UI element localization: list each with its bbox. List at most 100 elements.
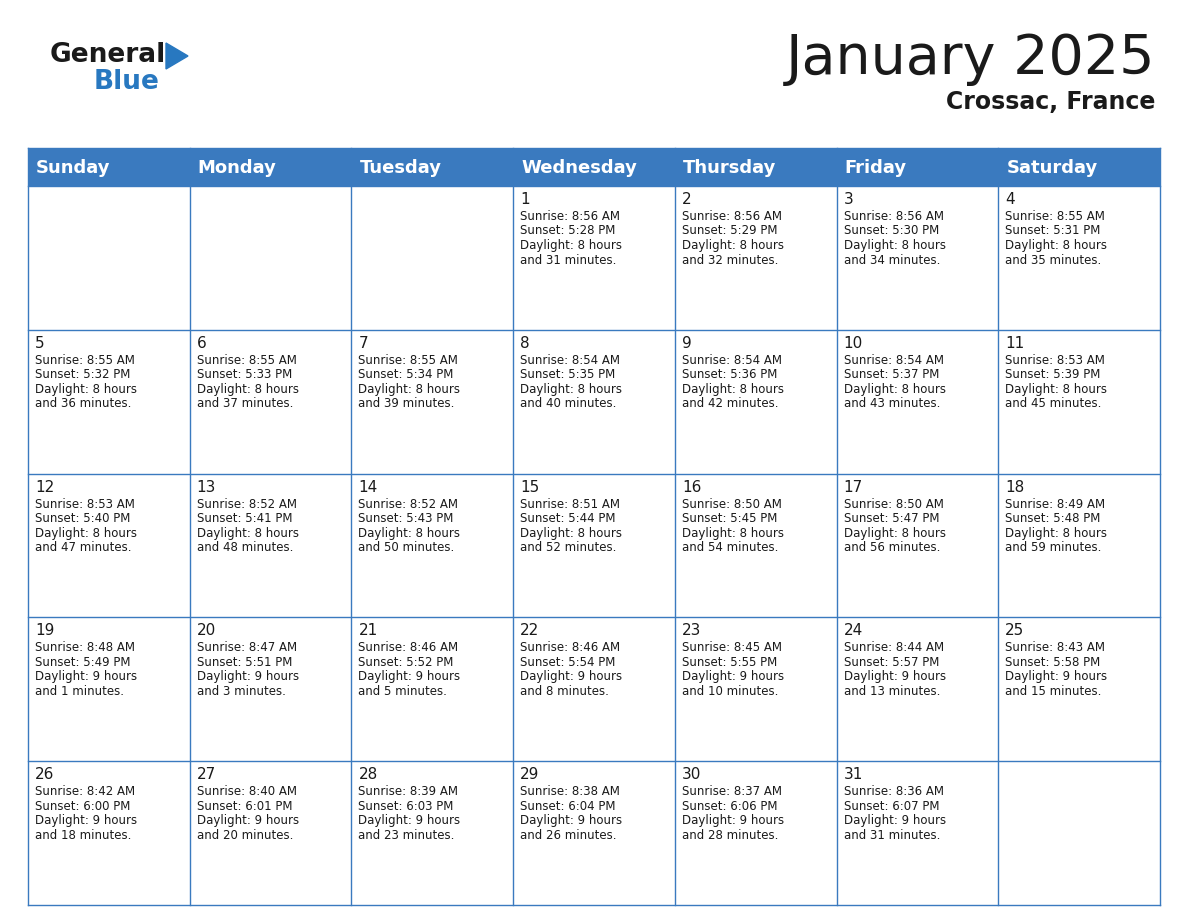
Bar [190, 186, 352, 330]
Text: Daylight: 8 hours: Daylight: 8 hours [34, 383, 137, 396]
Text: Sunset: 5:33 PM: Sunset: 5:33 PM [197, 368, 292, 381]
Text: 23: 23 [682, 623, 701, 638]
Bar [29, 474, 190, 618]
Bar [190, 618, 352, 761]
Text: Sunset: 5:39 PM: Sunset: 5:39 PM [1005, 368, 1100, 381]
Text: and 32 minutes.: and 32 minutes. [682, 253, 778, 266]
Bar [675, 330, 836, 474]
Text: Daylight: 8 hours: Daylight: 8 hours [197, 527, 298, 540]
Text: and 8 minutes.: and 8 minutes. [520, 685, 609, 698]
Text: Sunset: 5:51 PM: Sunset: 5:51 PM [197, 655, 292, 669]
Text: Sunset: 5:29 PM: Sunset: 5:29 PM [682, 225, 777, 238]
Text: 17: 17 [843, 479, 862, 495]
Text: Daylight: 9 hours: Daylight: 9 hours [359, 670, 461, 683]
Bar [836, 186, 998, 330]
Polygon shape [166, 43, 188, 69]
Text: Sunrise: 8:56 AM: Sunrise: 8:56 AM [520, 210, 620, 223]
Text: and 59 minutes.: and 59 minutes. [1005, 541, 1101, 554]
Bar [513, 618, 675, 761]
Text: Daylight: 8 hours: Daylight: 8 hours [520, 383, 623, 396]
Text: Sunset: 5:31 PM: Sunset: 5:31 PM [1005, 225, 1100, 238]
Text: and 26 minutes.: and 26 minutes. [520, 829, 617, 842]
Text: 28: 28 [359, 767, 378, 782]
Bar [998, 618, 1159, 761]
Text: Sunset: 6:06 PM: Sunset: 6:06 PM [682, 800, 777, 812]
Text: Sunrise: 8:45 AM: Sunrise: 8:45 AM [682, 642, 782, 655]
Text: Daylight: 8 hours: Daylight: 8 hours [1005, 527, 1107, 540]
Text: 14: 14 [359, 479, 378, 495]
Text: 18: 18 [1005, 479, 1024, 495]
Text: 7: 7 [359, 336, 368, 351]
Text: Sunrise: 8:54 AM: Sunrise: 8:54 AM [682, 353, 782, 367]
Bar [190, 474, 352, 618]
Text: Sunrise: 8:36 AM: Sunrise: 8:36 AM [843, 785, 943, 798]
Text: Daylight: 8 hours: Daylight: 8 hours [843, 527, 946, 540]
Bar [998, 330, 1159, 474]
Text: Sunrise: 8:46 AM: Sunrise: 8:46 AM [520, 642, 620, 655]
Text: 22: 22 [520, 623, 539, 638]
Bar [675, 474, 836, 618]
Text: Sunset: 6:04 PM: Sunset: 6:04 PM [520, 800, 615, 812]
Text: Sunrise: 8:50 AM: Sunrise: 8:50 AM [843, 498, 943, 510]
Text: 5: 5 [34, 336, 45, 351]
Text: Daylight: 9 hours: Daylight: 9 hours [359, 814, 461, 827]
Bar [352, 474, 513, 618]
Text: Sunset: 5:55 PM: Sunset: 5:55 PM [682, 655, 777, 669]
Text: Daylight: 9 hours: Daylight: 9 hours [520, 670, 623, 683]
Text: and 43 minutes.: and 43 minutes. [843, 397, 940, 410]
Text: Sunrise: 8:53 AM: Sunrise: 8:53 AM [34, 498, 135, 510]
Bar [352, 618, 513, 761]
Text: 4: 4 [1005, 192, 1015, 207]
Text: 25: 25 [1005, 623, 1024, 638]
Text: Daylight: 8 hours: Daylight: 8 hours [1005, 383, 1107, 396]
Bar [29, 186, 190, 330]
Text: Daylight: 9 hours: Daylight: 9 hours [682, 670, 784, 683]
Bar [836, 474, 998, 618]
Text: Monday: Monday [197, 159, 277, 177]
Text: Sunrise: 8:48 AM: Sunrise: 8:48 AM [34, 642, 135, 655]
Text: Sunset: 5:40 PM: Sunset: 5:40 PM [34, 512, 131, 525]
Bar [836, 330, 998, 474]
Text: Saturday: Saturday [1006, 159, 1098, 177]
Text: Sunset: 5:37 PM: Sunset: 5:37 PM [843, 368, 939, 381]
Bar [513, 186, 675, 330]
Text: and 40 minutes.: and 40 minutes. [520, 397, 617, 410]
Bar [352, 186, 513, 330]
Text: and 23 minutes.: and 23 minutes. [359, 829, 455, 842]
Text: Friday: Friday [845, 159, 906, 177]
Text: and 3 minutes.: and 3 minutes. [197, 685, 285, 698]
Bar [29, 618, 190, 761]
Text: and 31 minutes.: and 31 minutes. [843, 829, 940, 842]
Text: Sunset: 6:00 PM: Sunset: 6:00 PM [34, 800, 131, 812]
Text: 2: 2 [682, 192, 691, 207]
Bar [998, 761, 1159, 905]
Text: and 37 minutes.: and 37 minutes. [197, 397, 293, 410]
Text: Daylight: 8 hours: Daylight: 8 hours [359, 527, 461, 540]
Text: Daylight: 8 hours: Daylight: 8 hours [1005, 239, 1107, 252]
Text: 8: 8 [520, 336, 530, 351]
Text: 21: 21 [359, 623, 378, 638]
Text: Daylight: 8 hours: Daylight: 8 hours [843, 239, 946, 252]
Text: Sunset: 5:54 PM: Sunset: 5:54 PM [520, 655, 615, 669]
Text: and 13 minutes.: and 13 minutes. [843, 685, 940, 698]
Text: and 50 minutes.: and 50 minutes. [359, 541, 455, 554]
Text: Sunrise: 8:39 AM: Sunrise: 8:39 AM [359, 785, 459, 798]
Bar [675, 618, 836, 761]
Text: and 39 minutes.: and 39 minutes. [359, 397, 455, 410]
Text: Sunset: 5:36 PM: Sunset: 5:36 PM [682, 368, 777, 381]
Text: Sunset: 5:32 PM: Sunset: 5:32 PM [34, 368, 131, 381]
Text: Sunrise: 8:52 AM: Sunrise: 8:52 AM [359, 498, 459, 510]
Text: and 20 minutes.: and 20 minutes. [197, 829, 293, 842]
Text: 15: 15 [520, 479, 539, 495]
Text: Sunrise: 8:55 AM: Sunrise: 8:55 AM [359, 353, 459, 367]
Text: General: General [50, 42, 166, 68]
Text: Sunrise: 8:52 AM: Sunrise: 8:52 AM [197, 498, 297, 510]
Text: Sunset: 5:57 PM: Sunset: 5:57 PM [843, 655, 939, 669]
Text: and 31 minutes.: and 31 minutes. [520, 253, 617, 266]
Text: Sunset: 5:44 PM: Sunset: 5:44 PM [520, 512, 615, 525]
Text: Sunrise: 8:56 AM: Sunrise: 8:56 AM [843, 210, 943, 223]
Text: Sunrise: 8:50 AM: Sunrise: 8:50 AM [682, 498, 782, 510]
Text: Daylight: 9 hours: Daylight: 9 hours [1005, 670, 1107, 683]
Text: Sunrise: 8:55 AM: Sunrise: 8:55 AM [1005, 210, 1105, 223]
Text: 27: 27 [197, 767, 216, 782]
